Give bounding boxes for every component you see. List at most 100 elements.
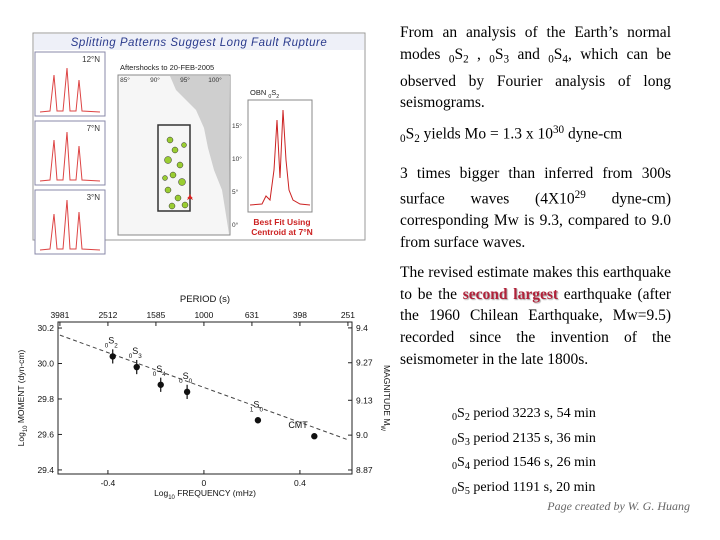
text-run: S <box>457 430 465 446</box>
text-run: 30 <box>552 124 565 136</box>
text-run: S <box>553 45 563 63</box>
text-run: 0 <box>129 353 133 360</box>
text-run: 3 <box>503 53 510 66</box>
text-run: earthquake (after the 1960 Chilean Earth… <box>400 285 671 368</box>
lon-tick-label: 95° <box>180 76 190 84</box>
text-run: 0 <box>452 436 458 448</box>
text-run: , <box>468 45 490 63</box>
panel-label: 7°N <box>87 124 101 133</box>
text-run: FREQUENCY (mHz) <box>175 488 256 498</box>
text-run: 0 <box>105 342 109 349</box>
paragraph: The revised estimate makes this earthqua… <box>400 262 671 371</box>
text-run: 0 <box>259 406 263 413</box>
text-run: S <box>183 371 189 381</box>
y2-tick-label: 9.0 <box>356 430 368 440</box>
text-run: 5 <box>464 485 470 497</box>
text-run: yields Mo = 1.3 x 10 <box>419 125 553 143</box>
text-run: period 1546 s, 26 min <box>469 455 596 471</box>
x2-tick-label: 1000 <box>194 310 213 320</box>
text-run: 3 <box>464 436 470 448</box>
text-run: second largest <box>462 285 559 303</box>
text-run: 3 <box>138 353 142 360</box>
panel-label: 12°N <box>82 55 100 64</box>
text-run: 2 <box>276 94 279 100</box>
text-run: 0 <box>489 53 495 66</box>
x2-tick-label: 251 <box>341 310 355 320</box>
paragraph: 0S2 yields Mo = 1.3 x 1030 dyne-cm <box>400 120 671 151</box>
text-run: S <box>454 45 464 63</box>
data-point <box>157 381 164 388</box>
lat-tick-label: 5° <box>232 188 239 196</box>
x-axis-title: Log10 FREQUENCY (mHz) <box>154 488 256 501</box>
text-run: 2 <box>464 412 470 424</box>
x2-tick-label: 398 <box>293 310 307 320</box>
text-run: 3 times bigger than inferred from 300s s… <box>400 165 671 208</box>
lat-tick-label: 10° <box>232 155 242 163</box>
y-tick-label: 30.2 <box>37 323 54 333</box>
figure-title: Splitting Patterns Suggest Long Fault Ru… <box>71 37 327 49</box>
best-fit-label: Centroid at 7°N <box>251 227 313 237</box>
text-run: dyne-cm) corresponding Mw is 9.3, compar… <box>400 190 672 251</box>
top-axis-title: PERIOD (s) <box>180 294 230 305</box>
text-run: S <box>108 335 114 345</box>
lon-tick-label: 85° <box>120 76 130 84</box>
y-tick-label: 30.0 <box>37 359 54 369</box>
text-run: OBN <box>250 88 268 97</box>
period-line: 0S5 period 1191 s, 20 min <box>452 478 596 503</box>
lat-tick-label: 15° <box>232 122 242 130</box>
period-line: 0S2 period 3223 s, 54 min <box>452 404 596 429</box>
spectrum-inset <box>247 99 313 213</box>
plot-frame <box>57 321 353 475</box>
point-label: 0S3 <box>129 346 143 360</box>
x2-tick-label: 1585 <box>146 310 165 320</box>
text-run: 2 <box>414 132 420 145</box>
y-axis-title: Log10 MOMENT (dyn-cm) <box>16 350 29 447</box>
text-run: 10 <box>23 425 29 432</box>
y2-tick-label: 9.4 <box>356 323 368 333</box>
panel-label: 3°N <box>87 193 101 202</box>
paragraph: From an analysis of the Earth’s normal m… <box>400 22 671 114</box>
text-run: S <box>457 406 465 421</box>
map <box>117 74 231 236</box>
y-tick-label: 29.8 <box>37 394 54 404</box>
text-run: 4 <box>562 53 568 66</box>
text-run: period 3223 s, 54 min <box>469 406 596 421</box>
text-run: period 1191 s, 20 min <box>469 479 596 495</box>
best-fit-label: Best Fit Using <box>253 217 310 227</box>
period-line: 0S4 period 1546 s, 26 min <box>452 453 596 478</box>
lon-tick-label: 90° <box>150 76 160 84</box>
text-run: S <box>271 88 276 97</box>
text-run: 4 <box>162 370 166 377</box>
x-tick-label: 0 <box>202 478 207 488</box>
text-run: 0 <box>153 370 157 377</box>
lat-tick-label: 0° <box>232 221 239 229</box>
text-run: 0 <box>189 377 193 384</box>
point-label: 0S4 <box>153 364 167 378</box>
map-caption: Aftershocks to 20-FEB-2005 <box>120 63 214 72</box>
period-line: 0S3 period 2135 s, 36 min <box>452 429 596 454</box>
station-label: OBN 0S2 <box>250 88 279 100</box>
text-run: S <box>457 455 465 471</box>
x2-tick-label: 2512 <box>98 310 117 320</box>
data-point <box>254 417 262 424</box>
text-run: 0 <box>548 53 554 66</box>
period-list: 0S2 period 3223 s, 54 min 0S3 period 2135… <box>452 404 596 502</box>
text-run: CMT <box>288 420 308 430</box>
text-run: period 2135 s, 36 min <box>469 430 596 446</box>
mode-moment-chart: PERIOD (s) Log10 FREQUENCY (mHz) Log10 MOM… <box>16 294 392 501</box>
fit-line <box>59 334 349 441</box>
text-run: 2 <box>463 53 469 66</box>
y2-tick-label: 8.87 <box>356 465 373 475</box>
text-run: MOMENT (dyn-cm) <box>16 350 26 426</box>
paragraph: 3 times bigger than inferred from 300s s… <box>400 163 671 253</box>
data-point <box>311 433 318 440</box>
text-run: 4 <box>464 461 470 473</box>
data-point <box>183 388 191 396</box>
text-run: 0 <box>452 461 458 473</box>
text-run: W <box>379 425 385 431</box>
spectra-panels <box>34 51 106 255</box>
x2-tick-label: 3981 <box>50 310 69 320</box>
data-point <box>133 363 140 371</box>
text-run: 0 <box>452 412 458 424</box>
text-run: Log <box>16 432 26 446</box>
